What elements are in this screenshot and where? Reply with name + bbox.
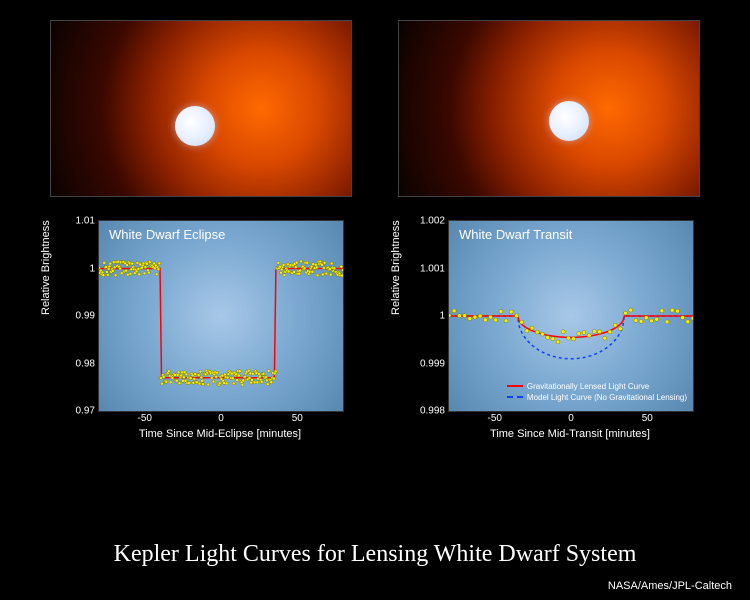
legend-label: Gravitationally Lensed Light Curve (527, 381, 649, 392)
legend-row: Gravitationally Lensed Light Curve (507, 381, 687, 392)
transit-illustration (398, 20, 700, 197)
plot-area: White Dwarf Transit Gravitationally Lens… (448, 220, 694, 412)
chart-row: Relative Brightness White Dwarf Eclipse … (0, 197, 750, 442)
x-axis-label: Time Since Mid-Transit [minutes] (448, 428, 692, 440)
white-dwarf-sphere (175, 106, 215, 146)
legend: Gravitationally Lensed Light Curve Model… (507, 381, 687, 403)
white-dwarf-sphere (549, 101, 589, 141)
eclipse-illustration (50, 20, 352, 197)
legend-label: Model Light Curve (No Gravitational Lens… (527, 392, 687, 403)
illustration-row (0, 0, 750, 197)
x-axis-label: Time Since Mid-Eclipse [minutes] (98, 428, 342, 440)
plot-area: White Dwarf Eclipse -500500.970.980.9911… (98, 220, 344, 412)
y-axis-label: Relative Brightness (40, 220, 52, 315)
transit-chart: Relative Brightness White Dwarf Transit … (400, 212, 700, 442)
eclipse-chart: Relative Brightness White Dwarf Eclipse … (50, 212, 350, 442)
legend-swatch-blue (507, 396, 523, 398)
legend-row: Model Light Curve (No Gravitational Lens… (507, 392, 687, 403)
credit-text: NASA/Ames/JPL-Caltech (608, 580, 732, 592)
legend-swatch-red (507, 385, 523, 387)
chart-svg (99, 221, 343, 411)
main-title: Kepler Light Curves for Lensing White Dw… (0, 541, 750, 568)
y-axis-label: Relative Brightness (390, 220, 402, 315)
